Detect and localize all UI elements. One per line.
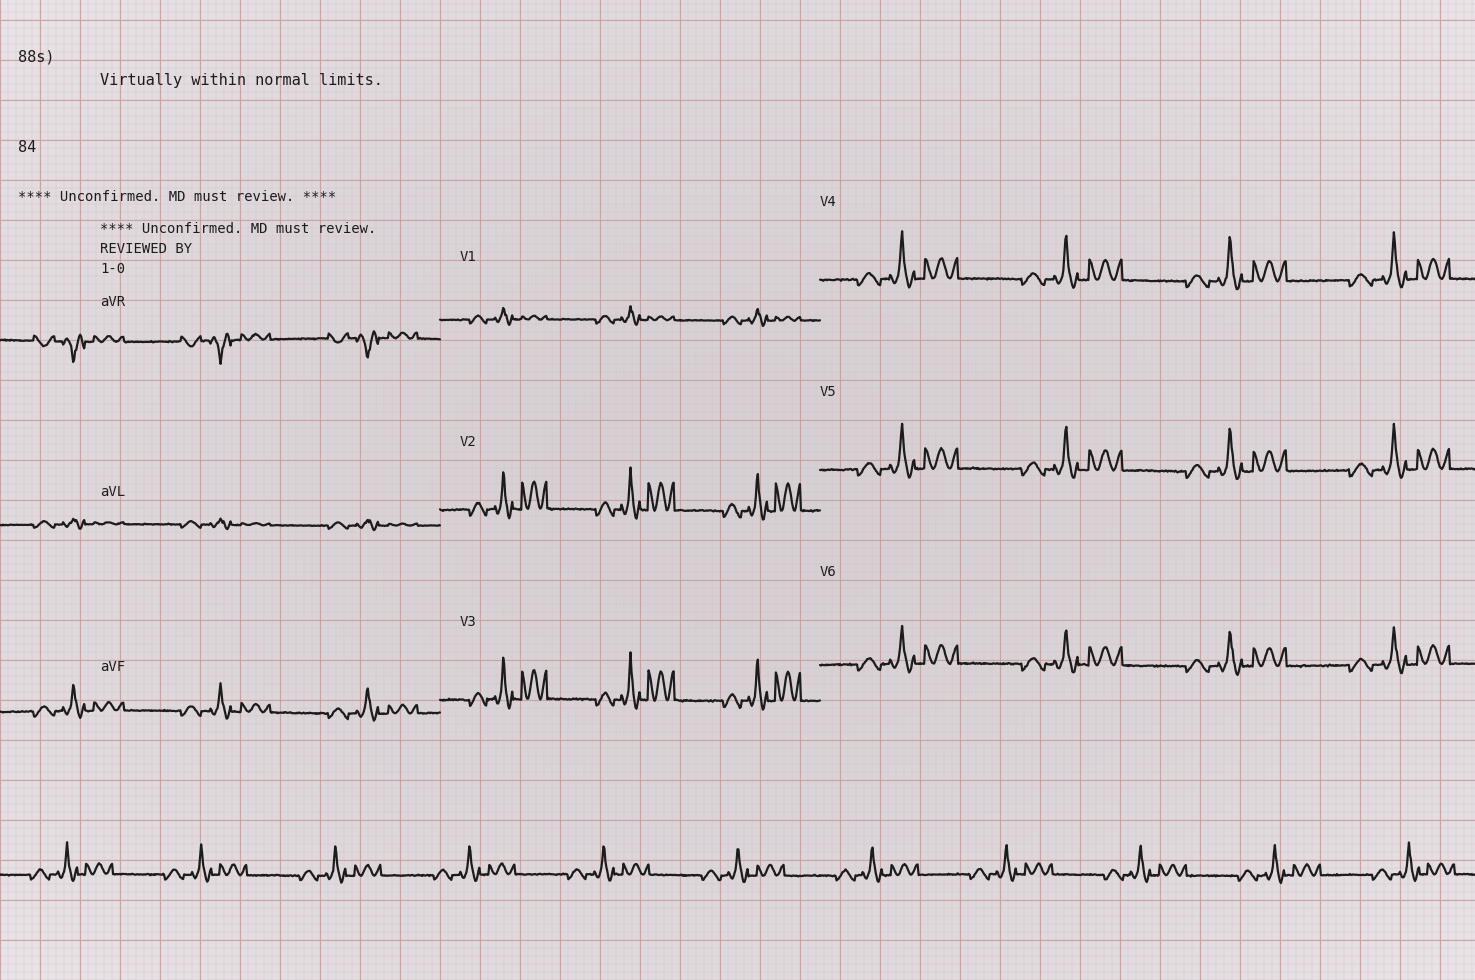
Text: **** Unconfirmed. MD must review.: **** Unconfirmed. MD must review.: [100, 222, 376, 236]
Text: Virtually within normal limits.: Virtually within normal limits.: [100, 73, 384, 88]
Text: V1: V1: [460, 250, 476, 264]
Text: V6: V6: [820, 565, 836, 579]
Text: REVIEWED BY: REVIEWED BY: [100, 242, 192, 256]
Text: 1-0: 1-0: [100, 262, 125, 276]
Text: **** Unconfirmed. MD must review. ****: **** Unconfirmed. MD must review. ****: [18, 190, 336, 204]
Text: aVF: aVF: [100, 660, 125, 674]
Text: 84: 84: [18, 140, 37, 155]
Text: V3: V3: [460, 615, 476, 629]
Text: V5: V5: [820, 385, 836, 399]
Text: 88s): 88s): [18, 50, 55, 65]
Text: aVR: aVR: [100, 295, 125, 309]
Text: V2: V2: [460, 435, 476, 449]
Text: aVL: aVL: [100, 485, 125, 499]
Text: V4: V4: [820, 195, 836, 209]
